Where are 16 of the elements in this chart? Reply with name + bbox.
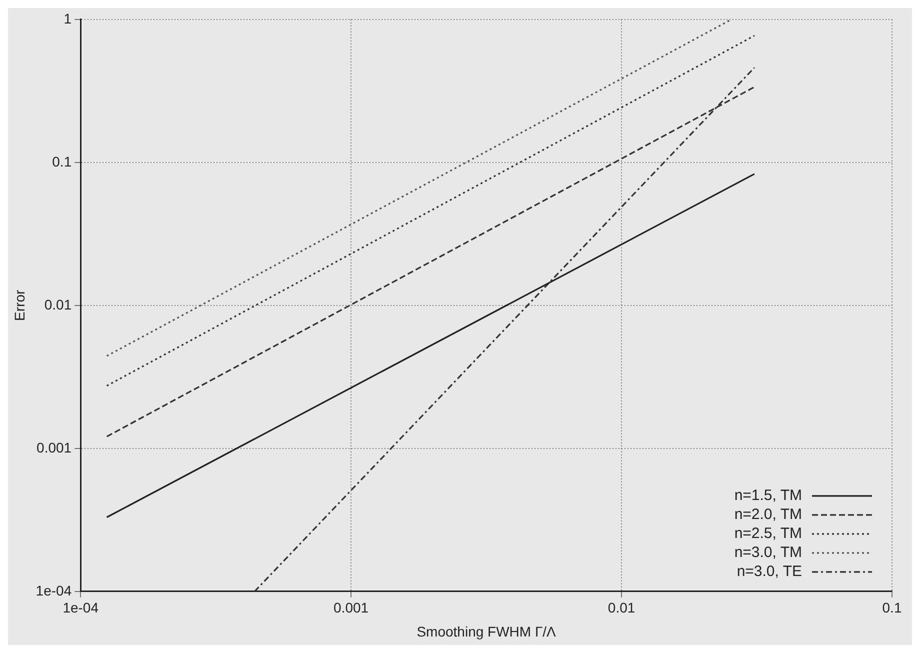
legend-label: n=3.0, TM [734, 544, 802, 562]
x-tick-label: 0.01 [608, 600, 636, 616]
x-tick-label: 0.001 [334, 600, 369, 616]
y-tick-label: 0.1 [52, 153, 72, 170]
y-tick-label: 1 [64, 10, 72, 26]
y-tick-label: 1e-04 [36, 582, 72, 598]
legend-label: n=2.0, TM [734, 506, 802, 524]
legend-label: n=1.5, TM [734, 487, 802, 504]
x-tick-label: 1e-04 [62, 600, 99, 616]
y-tick-label: 0.001 [36, 439, 72, 456]
x-axis-title: Smoothing FWHM Γ/Λ [416, 623, 557, 640]
y-tick-label: 0.01 [44, 296, 72, 312]
legend-label: n=2.5, TM [734, 525, 802, 542]
x-tick-label: 0.1 [882, 600, 902, 616]
y-axis-title: Error [11, 290, 28, 321]
legend-label: n=3.0, TE [736, 563, 802, 580]
